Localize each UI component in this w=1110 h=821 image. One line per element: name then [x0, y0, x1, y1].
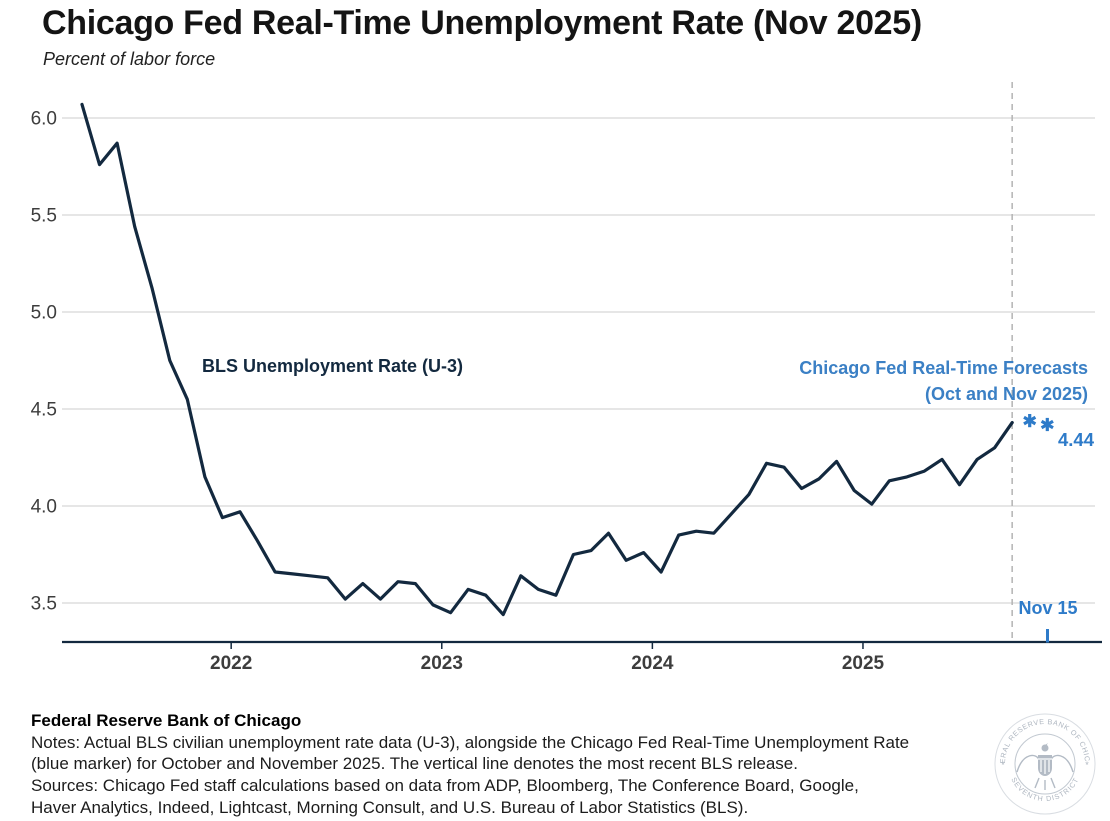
- x-tick-label: 2025: [842, 653, 885, 674]
- page-title: Chicago Fed Real-Time Unemployment Rate …: [42, 4, 922, 42]
- y-tick-label: 5.0: [31, 303, 57, 324]
- chart-plot-layer: 6.0 5.5 5.0 4.5 4.0 3.5 2022 2023 2024 2025: [31, 82, 1102, 674]
- x-tick-label: 2024: [631, 653, 674, 674]
- series-label-bls: BLS Unemployment Rate (U-3): [202, 356, 463, 376]
- footer-notes-line: (blue marker) for October and November 2…: [31, 754, 798, 774]
- seal-outer-ring: [994, 713, 1096, 815]
- chicago-fed-seal: FEDERAL RESERVE BANK OF CHICAGO SEVENTH …: [993, 712, 1096, 815]
- footer-notes: Federal Reserve Bank of Chicago Notes: A…: [31, 710, 909, 819]
- footer-org-name: Federal Reserve Bank of Chicago: [31, 711, 302, 730]
- unemployment-rate-chart: 6.0 5.5 5.0 4.5 4.0 3.5 2022 2023 2024 2025 BLS U…: [31, 82, 1102, 674]
- forecast-asterisk-marker: [1040, 417, 1054, 432]
- x-tick-label: 2022: [210, 653, 252, 674]
- footer-sources-line: Haver Analytics, Indeed, Lightcast, Morn…: [31, 797, 749, 817]
- chart-annotation-layer: BLS Unemployment Rate (U-3) Chicago Fed …: [202, 356, 1095, 643]
- seal-separator-right: *: [1085, 760, 1089, 770]
- y-tick-label: 4.5: [31, 400, 57, 421]
- forecast-label-line2: (Oct and Nov 2025): [925, 384, 1088, 404]
- y-tick-label: 4.0: [31, 497, 57, 518]
- page-subtitle: Percent of labor force: [43, 49, 216, 69]
- seal-inner-ring: [1014, 733, 1076, 795]
- bls-u3-line: [80, 102, 1014, 617]
- release-date-label: Nov 15: [1018, 598, 1077, 618]
- forecast-asterisk-marker: [1023, 414, 1037, 428]
- seal-eagle-emblem: [1016, 743, 1074, 790]
- y-tick-label: 6.0: [31, 109, 57, 130]
- x-tick-label: 2023: [421, 653, 463, 674]
- seal-separator-left: *: [1001, 760, 1005, 770]
- footer-sources-line: Sources: Chicago Fed staff calculations …: [31, 776, 859, 796]
- forecast-value-label: 4.44: [1058, 429, 1095, 450]
- y-tick-label: 5.5: [31, 206, 57, 227]
- footer-notes-line: Notes: Actual BLS civilian unemployment …: [31, 732, 910, 752]
- y-tick-label: 3.5: [31, 594, 57, 615]
- forecast-label-line1: Chicago Fed Real-Time Forecasts: [799, 358, 1088, 378]
